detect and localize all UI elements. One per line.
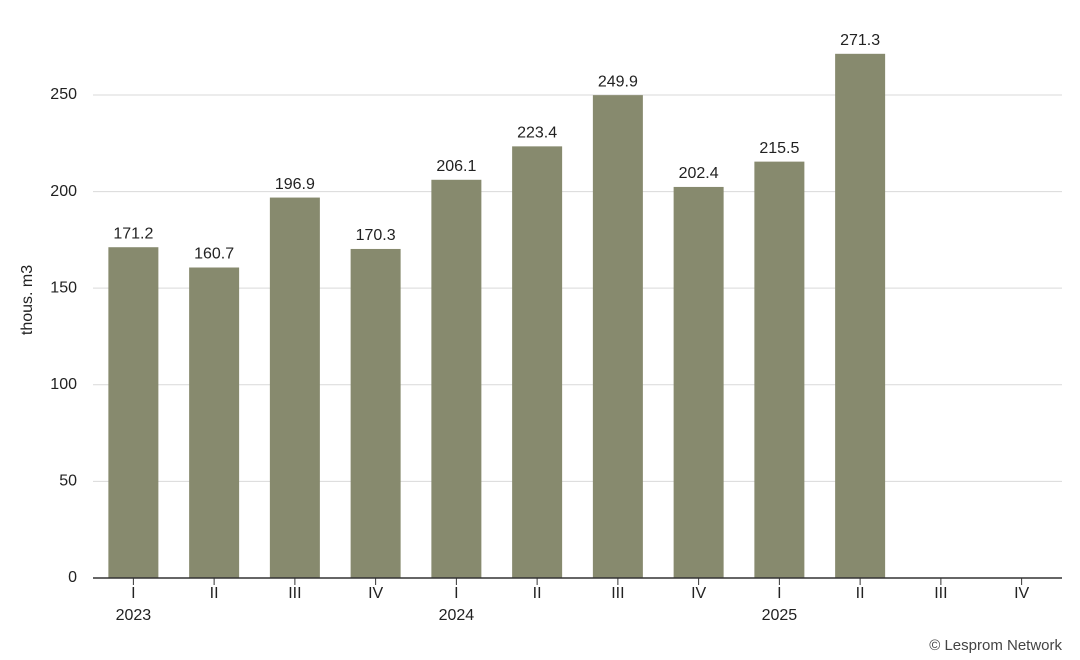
- x-tick-label: III: [611, 585, 624, 602]
- source-note: © Lesprom Network: [929, 637, 1062, 654]
- y-tick-label: 100: [50, 376, 77, 393]
- y-tick-label: 50: [59, 473, 77, 490]
- value-label: 206.1: [436, 158, 476, 175]
- bar: [108, 247, 159, 578]
- bar: [350, 248, 401, 579]
- x-tick-label: II: [533, 585, 542, 602]
- value-label: 202.4: [679, 165, 719, 182]
- value-label: 249.9: [598, 73, 638, 90]
- value-label: 223.4: [517, 125, 557, 142]
- bar: [673, 186, 724, 579]
- x-tick-label: II: [210, 585, 219, 602]
- value-label: 196.9: [275, 176, 315, 193]
- y-tick-label: 200: [50, 183, 77, 200]
- x-group-label: 2023: [116, 607, 152, 624]
- x-tick-label: III: [934, 585, 947, 602]
- x-tick-label: I: [454, 585, 458, 602]
- y-tick-label: 150: [50, 279, 77, 296]
- x-group-label: 2024: [439, 607, 475, 624]
- x-tick-label: IV: [691, 585, 706, 602]
- value-label: 160.7: [194, 246, 234, 263]
- x-tick-label: I: [777, 585, 781, 602]
- bar: [431, 179, 482, 579]
- y-axis-label: thous. m3: [19, 265, 36, 335]
- x-tick-label: I: [131, 585, 135, 602]
- x-group-label: 2025: [762, 607, 798, 624]
- bar: [189, 267, 240, 578]
- bar: [512, 146, 563, 578]
- bar: [754, 161, 805, 578]
- bar: [592, 95, 643, 578]
- x-tick-label: III: [288, 585, 301, 602]
- bar: [835, 53, 886, 579]
- value-label: 215.5: [759, 140, 799, 157]
- value-label: 170.3: [356, 227, 396, 244]
- x-tick-label: IV: [1014, 585, 1029, 602]
- x-tick-label: II: [856, 585, 865, 602]
- value-label: 171.2: [113, 225, 153, 242]
- x-tick-label: IV: [368, 585, 383, 602]
- value-label: 271.3: [840, 32, 880, 49]
- y-tick-label: 250: [50, 86, 77, 103]
- bar: [269, 197, 320, 578]
- y-tick-label: 0: [68, 569, 77, 586]
